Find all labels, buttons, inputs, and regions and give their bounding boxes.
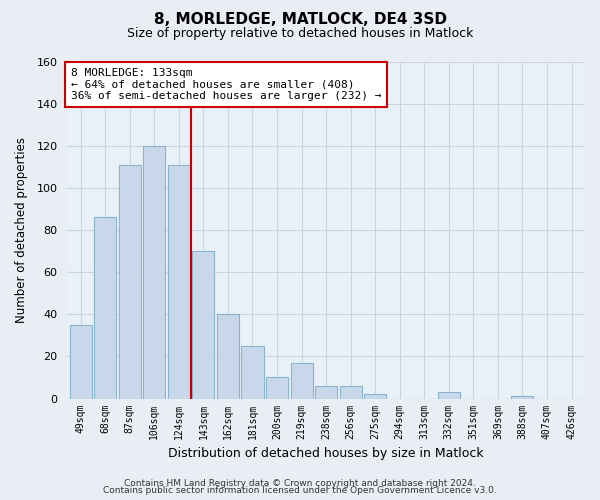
Bar [290, 362, 313, 398]
Bar [143, 146, 166, 399]
Bar [266, 378, 288, 398]
Bar [193, 251, 214, 398]
Bar [168, 164, 190, 398]
Bar [94, 218, 116, 398]
Bar [511, 396, 533, 398]
Text: 8 MORLEDGE: 133sqm
← 64% of detached houses are smaller (408)
36% of semi-detach: 8 MORLEDGE: 133sqm ← 64% of detached hou… [71, 68, 382, 101]
Bar [438, 392, 460, 398]
Bar [241, 346, 263, 399]
Bar [315, 386, 337, 398]
Bar [70, 325, 92, 398]
Y-axis label: Number of detached properties: Number of detached properties [15, 137, 28, 323]
X-axis label: Distribution of detached houses by size in Matlock: Distribution of detached houses by size … [168, 447, 484, 460]
Bar [217, 314, 239, 398]
Text: Contains HM Land Registry data © Crown copyright and database right 2024.: Contains HM Land Registry data © Crown c… [124, 478, 476, 488]
Bar [119, 164, 141, 398]
Bar [364, 394, 386, 398]
Text: Size of property relative to detached houses in Matlock: Size of property relative to detached ho… [127, 28, 473, 40]
Text: 8, MORLEDGE, MATLOCK, DE4 3SD: 8, MORLEDGE, MATLOCK, DE4 3SD [154, 12, 446, 28]
Text: Contains public sector information licensed under the Open Government Licence v3: Contains public sector information licen… [103, 486, 497, 495]
Bar [340, 386, 362, 398]
